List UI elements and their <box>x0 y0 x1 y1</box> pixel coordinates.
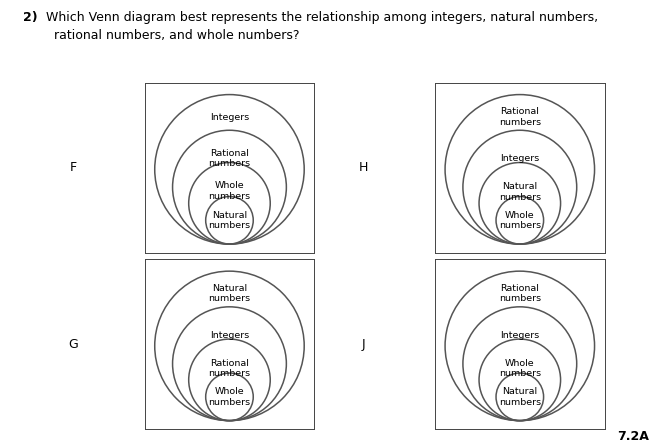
Text: Whole
numbers: Whole numbers <box>499 211 541 230</box>
Text: F: F <box>70 161 77 174</box>
Text: Integers: Integers <box>210 331 249 340</box>
Text: Natural
numbers: Natural numbers <box>499 182 541 202</box>
Text: Natural
numbers: Natural numbers <box>499 387 541 407</box>
Text: J: J <box>362 337 366 351</box>
Text: H: H <box>359 161 369 174</box>
Text: Integers: Integers <box>500 154 539 163</box>
Text: Rational
numbers: Rational numbers <box>209 149 250 169</box>
Text: Integers: Integers <box>500 331 539 340</box>
Text: G: G <box>69 337 78 351</box>
Text: 7.2A: 7.2A <box>617 430 649 443</box>
Text: Which Venn diagram best represents the relationship among integers, natural numb: Which Venn diagram best represents the r… <box>42 11 598 42</box>
Text: Rational
numbers: Rational numbers <box>499 284 541 303</box>
Text: Rational
numbers: Rational numbers <box>499 107 541 127</box>
Text: Natural
numbers: Natural numbers <box>209 284 250 303</box>
Text: Whole
numbers: Whole numbers <box>499 359 541 378</box>
Text: 2): 2) <box>23 11 38 24</box>
Text: Whole
numbers: Whole numbers <box>209 181 250 201</box>
Text: Integers: Integers <box>210 113 249 122</box>
Text: Rational
numbers: Rational numbers <box>209 359 250 378</box>
Text: Whole
numbers: Whole numbers <box>209 387 250 407</box>
Text: Natural
numbers: Natural numbers <box>209 211 250 230</box>
